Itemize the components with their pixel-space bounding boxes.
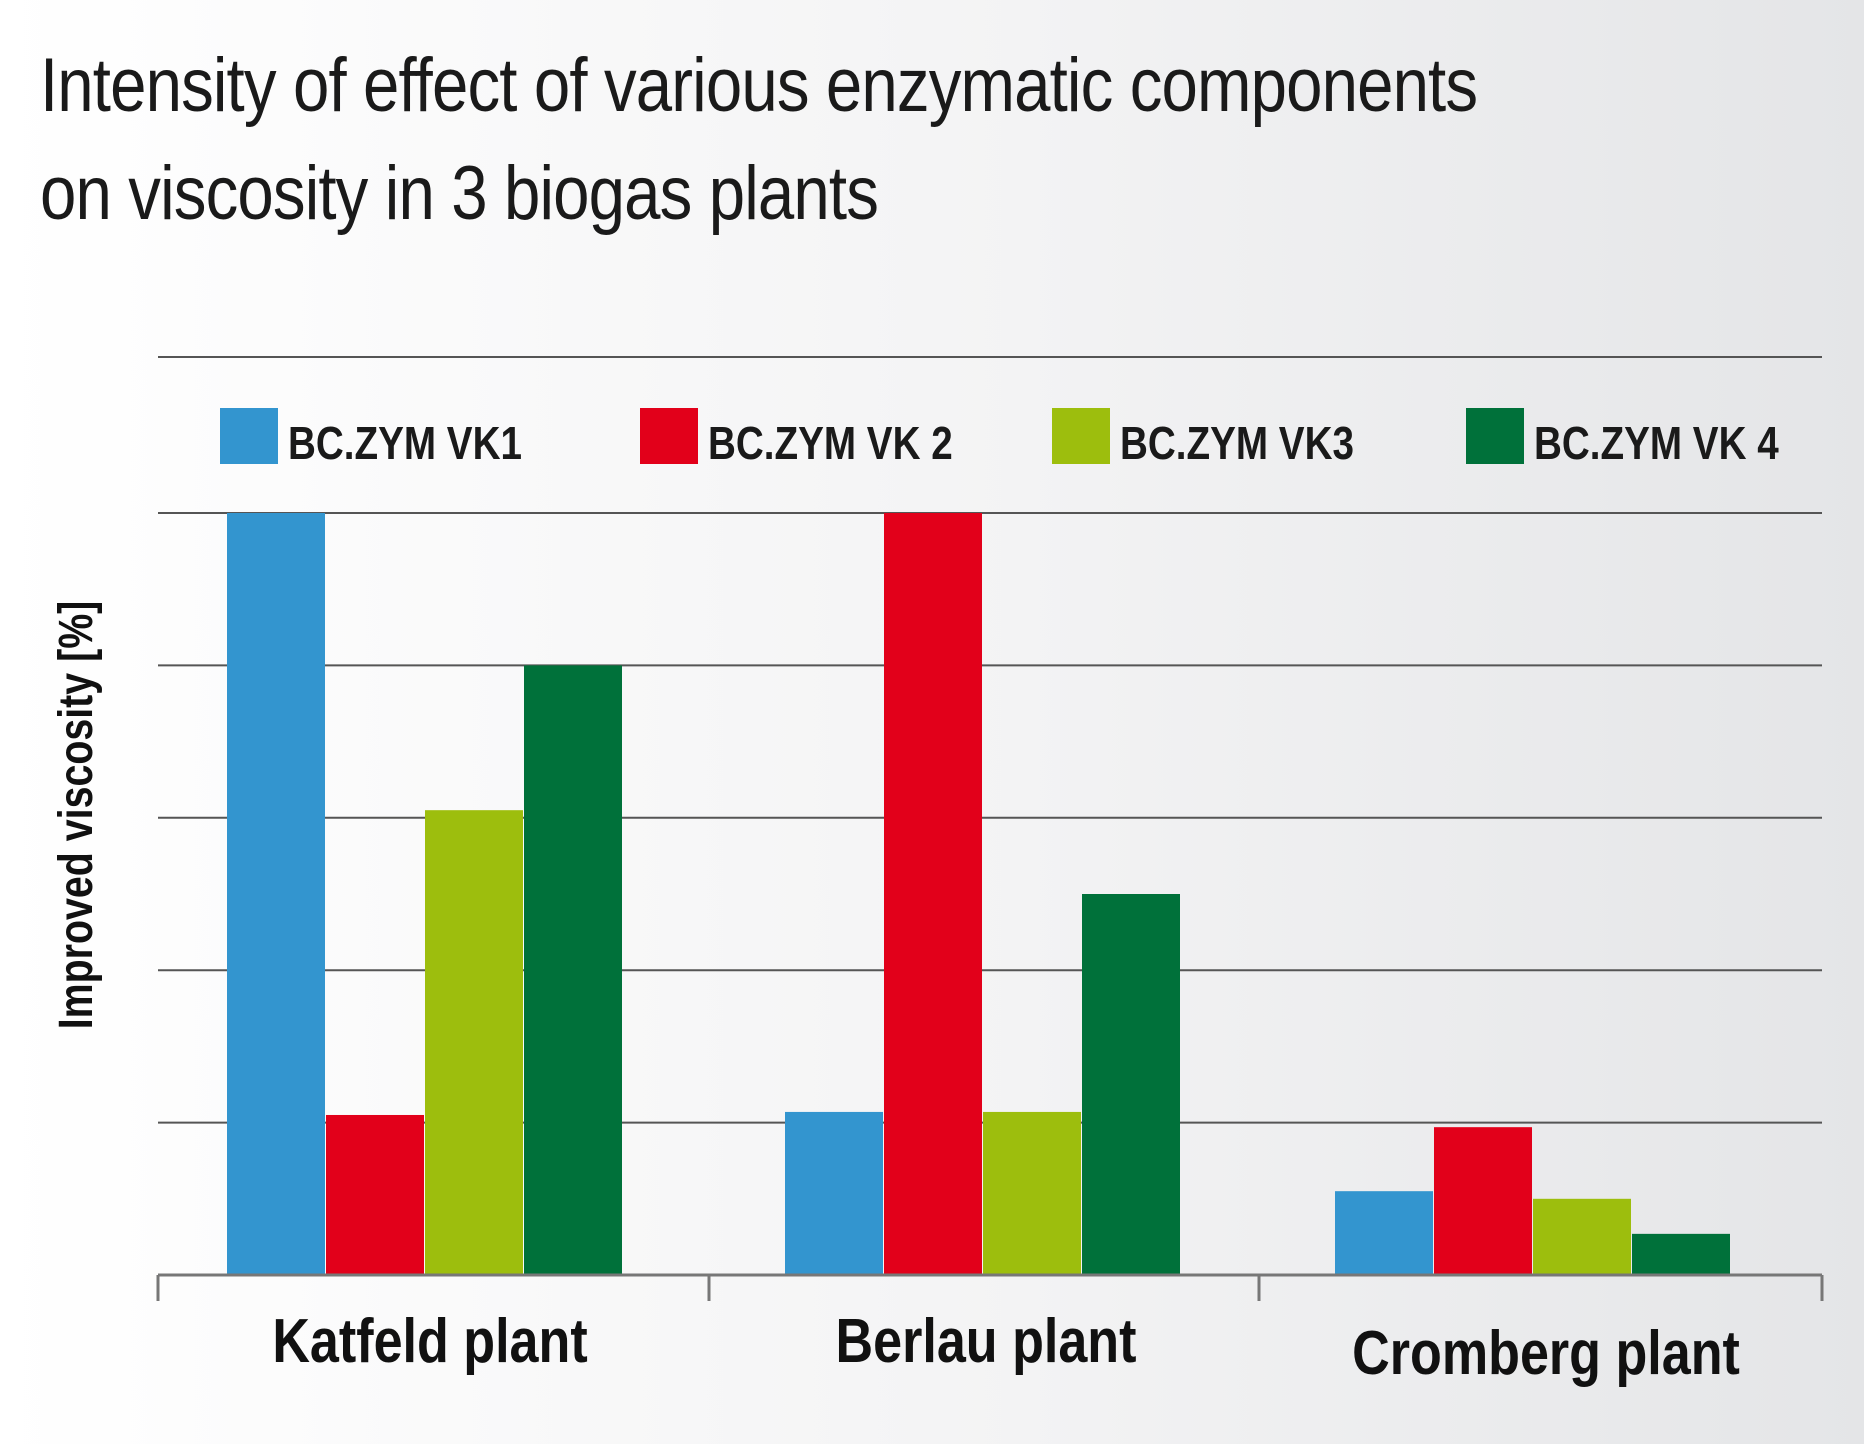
chart-title-line-2: on viscosity in 3 biogas plants xyxy=(40,151,879,236)
x-tick-label: Berlau plant xyxy=(836,1307,1137,1376)
x-tick-label: Cromberg plant xyxy=(1352,1319,1740,1388)
bars xyxy=(227,513,1730,1275)
x-tick-label: Katfeld plant xyxy=(272,1307,587,1376)
bar-4 xyxy=(524,665,622,1275)
legend-swatch xyxy=(1466,408,1524,464)
legend-swatch xyxy=(640,408,698,464)
bar-1 xyxy=(1335,1191,1433,1275)
bar-2 xyxy=(326,1114,424,1275)
bar-4 xyxy=(1632,1233,1730,1275)
gridlines xyxy=(158,356,1822,1124)
chart-title-line-1: Intensity of effect of various enzymatic… xyxy=(40,43,1478,128)
bar-1 xyxy=(785,1111,883,1275)
bar-1 xyxy=(227,513,325,1275)
bar-2 xyxy=(1434,1127,1532,1275)
bar-4 xyxy=(1082,894,1180,1275)
legend-label: BC.ZYM VK3 xyxy=(1120,418,1354,469)
bar-2 xyxy=(884,513,982,1275)
chart-title: Intensity of effect of various enzymatic… xyxy=(40,32,1571,248)
legend-label: BC.ZYM VK 4 xyxy=(1534,418,1779,469)
legend-label: BC.ZYM VK1 xyxy=(288,418,522,469)
legend: BC.ZYM VK1 BC.ZYM VK 2 BC.ZYM VK3 BC.ZYM VK… xyxy=(220,408,1779,469)
legend-label: BC.ZYM VK 2 xyxy=(708,418,953,469)
legend-swatch xyxy=(1052,408,1110,464)
bar-3 xyxy=(425,810,523,1275)
bar-3 xyxy=(1533,1198,1631,1275)
x-axis: Katfeld plant Berlau plant Cromberg plant xyxy=(156,1273,1824,1388)
legend-swatch xyxy=(220,408,278,464)
bar-3 xyxy=(983,1111,1081,1275)
y-axis-label: Improved viscosity [%] xyxy=(49,601,103,1030)
